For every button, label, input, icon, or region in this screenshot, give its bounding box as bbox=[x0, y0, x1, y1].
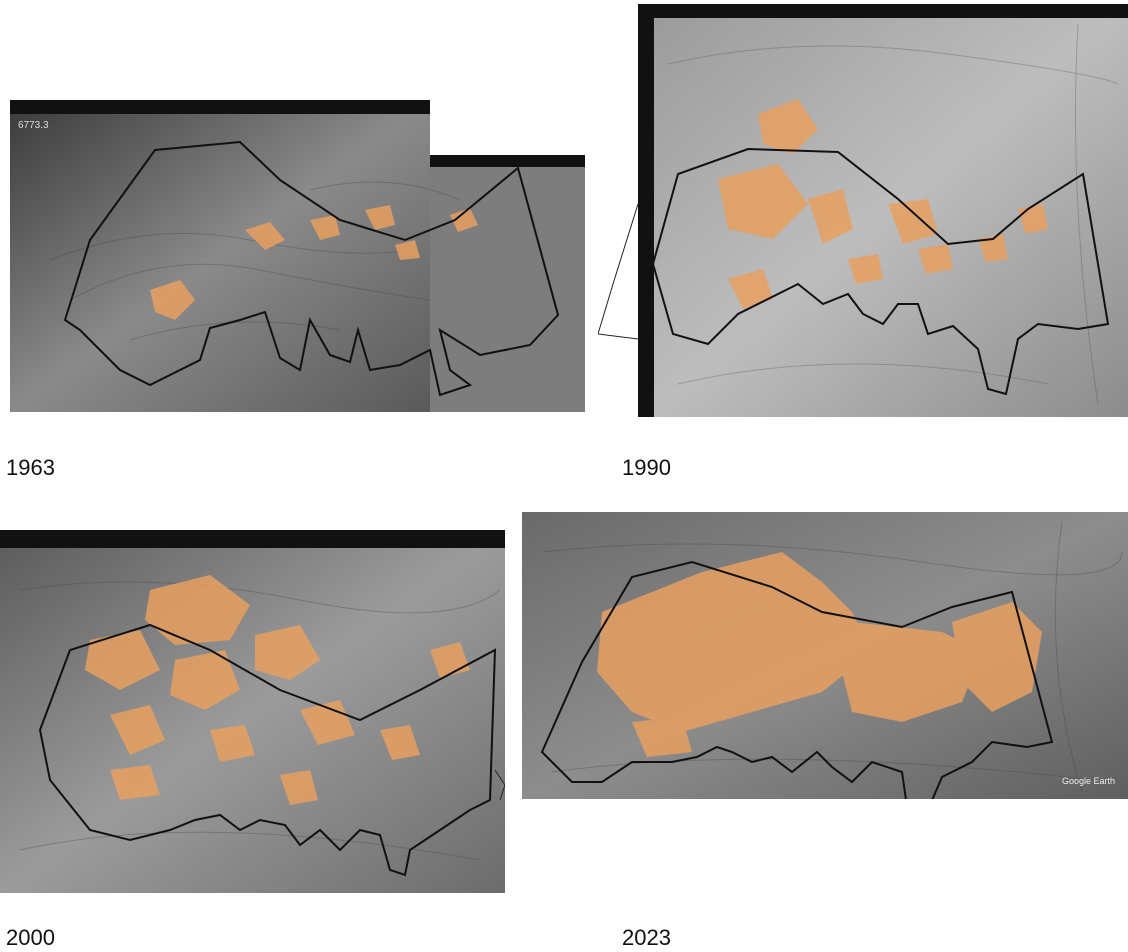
year-label-2000: 2000 bbox=[6, 925, 55, 950]
boundary-line bbox=[63, 140, 560, 397]
frame-label: 6773.3 bbox=[18, 120, 49, 131]
highlight-area bbox=[150, 205, 478, 320]
map-panel-2023: Google Earth bbox=[522, 512, 1128, 799]
highlight-area bbox=[718, 99, 1048, 309]
image-credit: Google Earth bbox=[1062, 776, 1115, 786]
aerial-photo bbox=[430, 155, 585, 412]
highlight-area bbox=[597, 552, 1042, 757]
boundary-line bbox=[38, 623, 497, 877]
aerial-photo bbox=[10, 100, 430, 412]
aerial-photo bbox=[0, 530, 505, 893]
boundary-line bbox=[651, 147, 1110, 396]
highlight-area bbox=[85, 575, 470, 805]
boundary-line bbox=[540, 560, 1054, 799]
year-label-1963: 1963 bbox=[6, 455, 55, 480]
map-panel-1990 bbox=[598, 4, 1128, 417]
aerial-photo bbox=[648, 4, 1128, 417]
year-label-1990: 1990 bbox=[622, 455, 671, 480]
year-label-2023: 2023 bbox=[622, 925, 671, 950]
map-panel-2000 bbox=[0, 530, 505, 893]
map-panel-1963: 6773.3 bbox=[10, 100, 585, 412]
